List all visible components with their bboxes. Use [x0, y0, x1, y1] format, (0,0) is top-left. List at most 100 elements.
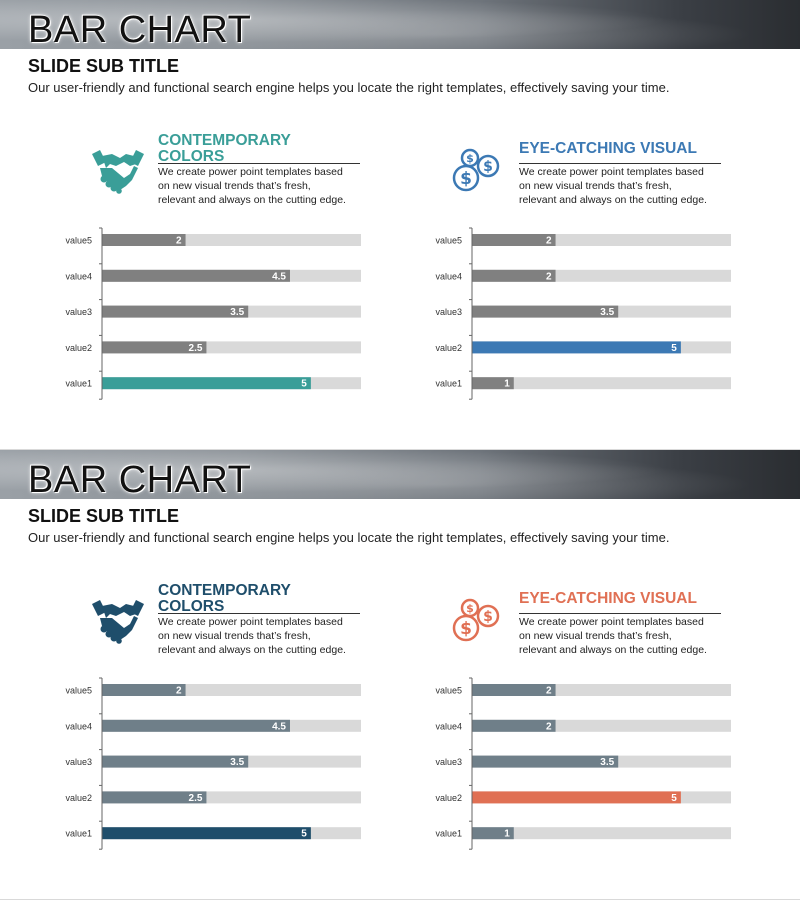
slide-subtitle: SLIDE SUB TITLE	[28, 56, 180, 76]
svg-text:$: $	[466, 602, 474, 615]
data-label: 3.5	[230, 307, 244, 318]
chart-left-1: 2 value5 4.5 value4 3.5 value3 2.5 value2 5 value…	[50, 220, 370, 404]
category-label: value4	[65, 271, 92, 281]
category-label: value3	[435, 757, 462, 767]
left-body-text: We create power point templates based on…	[158, 616, 346, 656]
data-label: 3.5	[230, 757, 244, 768]
slide-subtitle: SLIDE SUB TITLE	[28, 506, 180, 526]
left-heading-line2: COLORS	[158, 148, 225, 165]
data-label: 5	[301, 379, 307, 390]
left-heading-line1: CONTEMPORARY	[158, 132, 291, 149]
svg-text:$: $	[483, 159, 493, 175]
data-label: 5	[301, 829, 307, 840]
bar-track	[472, 827, 731, 840]
bar-chart-svg: 2 value5 4.5 value4 3.5 value3 2.5 value2 5 value…	[65, 227, 361, 400]
category-label: value1	[65, 379, 92, 389]
category-label: value3	[435, 307, 462, 317]
data-label: 2	[546, 686, 552, 697]
bar	[102, 684, 186, 696]
category-label: value2	[65, 343, 92, 353]
svg-text:$: $	[460, 169, 472, 189]
right-body-text: We create power point templates based on…	[519, 616, 707, 656]
data-label: 2.5	[189, 343, 203, 354]
left-body-text: We create power point templates based on…	[158, 166, 346, 206]
bar	[472, 719, 556, 732]
category-label: value5	[435, 686, 462, 696]
left-heading: CONTEMPORARY COLORS	[158, 583, 291, 615]
category-label: value4	[435, 721, 462, 731]
bar	[472, 377, 514, 390]
chart-left-2: 2 value5 4.5 value4 3.5 value3 2.5 value2 5 value…	[50, 670, 370, 854]
bar	[472, 234, 556, 246]
category-label: value1	[435, 829, 462, 839]
bar	[472, 341, 681, 354]
bar	[102, 377, 311, 390]
bar	[472, 269, 556, 282]
left-heading-line2: COLORS	[158, 598, 225, 615]
bar	[102, 827, 311, 840]
svg-text:$: $	[483, 609, 493, 625]
slide-title: BAR CHART	[28, 9, 252, 51]
data-label: 2	[546, 271, 552, 282]
category-label: value2	[435, 793, 462, 803]
left-heading-rule	[158, 163, 360, 164]
category-label: value3	[65, 307, 92, 317]
bar	[102, 341, 207, 354]
right-heading: EYE-CATCHING VISUAL	[519, 140, 697, 157]
category-label: value5	[435, 236, 462, 246]
data-label: 5	[671, 793, 677, 804]
title-banner	[0, 0, 800, 49]
bar-chart-svg: 2 value5 2 value4 3.5 value3 5 value2 1 value1	[435, 227, 731, 400]
category-label: value4	[65, 721, 92, 731]
left-heading-rule	[158, 613, 360, 614]
data-label: 4.5	[272, 271, 286, 282]
bar-track	[472, 377, 731, 390]
bar	[102, 755, 249, 768]
slide-2: BAR CHART SLIDE SUB TITLE Our user-frien…	[0, 450, 800, 899]
data-label: 2.5	[189, 793, 203, 804]
handshake-icon	[92, 150, 144, 194]
chart-right-2: 2 value5 2 value4 3.5 value3 5 value2 1 value1	[420, 670, 740, 854]
data-label: 3.5	[600, 307, 614, 318]
category-label: value2	[65, 793, 92, 803]
category-label: value4	[435, 271, 462, 281]
bar-chart-svg: 2 value5 2 value4 3.5 value3 5 value2 1 value1	[435, 677, 731, 850]
bar	[102, 269, 290, 282]
data-label: 2	[546, 236, 552, 247]
chart-right-1: 2 value5 2 value4 3.5 value3 5 value2 1 value1	[420, 220, 740, 404]
bar	[472, 755, 619, 768]
data-label: 1	[504, 379, 510, 390]
category-label: value3	[65, 757, 92, 767]
dollar-coins-icon: $ $ $	[452, 148, 500, 192]
bar	[102, 719, 290, 732]
slide-1: BAR CHART SLIDE SUB TITLE Our user-frien…	[0, 0, 800, 449]
data-label: 2	[176, 686, 182, 697]
handshake-icon	[92, 600, 144, 644]
bar-chart-svg: 2 value5 4.5 value4 3.5 value3 2.5 value2 5 value…	[65, 677, 361, 850]
bar	[102, 791, 207, 804]
right-body-text: We create power point templates based on…	[519, 166, 707, 206]
right-heading-rule	[519, 163, 721, 164]
category-label: value1	[65, 829, 92, 839]
data-label: 2	[176, 236, 182, 247]
data-label: 5	[671, 343, 677, 354]
slide-title: BAR CHART	[28, 459, 252, 501]
left-heading: CONTEMPORARY COLORS	[158, 133, 291, 165]
right-heading: EYE-CATCHING VISUAL	[519, 590, 697, 607]
svg-text:$: $	[466, 152, 474, 165]
svg-text:$: $	[460, 619, 472, 639]
slide-description: Our user-friendly and functional search …	[28, 80, 670, 95]
bar	[472, 791, 681, 804]
title-banner	[0, 450, 800, 499]
slide-description: Our user-friendly and functional search …	[28, 530, 670, 545]
bar	[102, 305, 249, 318]
category-label: value2	[435, 343, 462, 353]
data-label: 2	[546, 721, 552, 732]
category-label: value5	[65, 686, 92, 696]
category-label: value5	[65, 236, 92, 246]
data-label: 4.5	[272, 721, 286, 732]
bar	[472, 827, 514, 840]
right-heading-rule	[519, 613, 721, 614]
bar	[102, 234, 186, 246]
bar	[472, 684, 556, 696]
